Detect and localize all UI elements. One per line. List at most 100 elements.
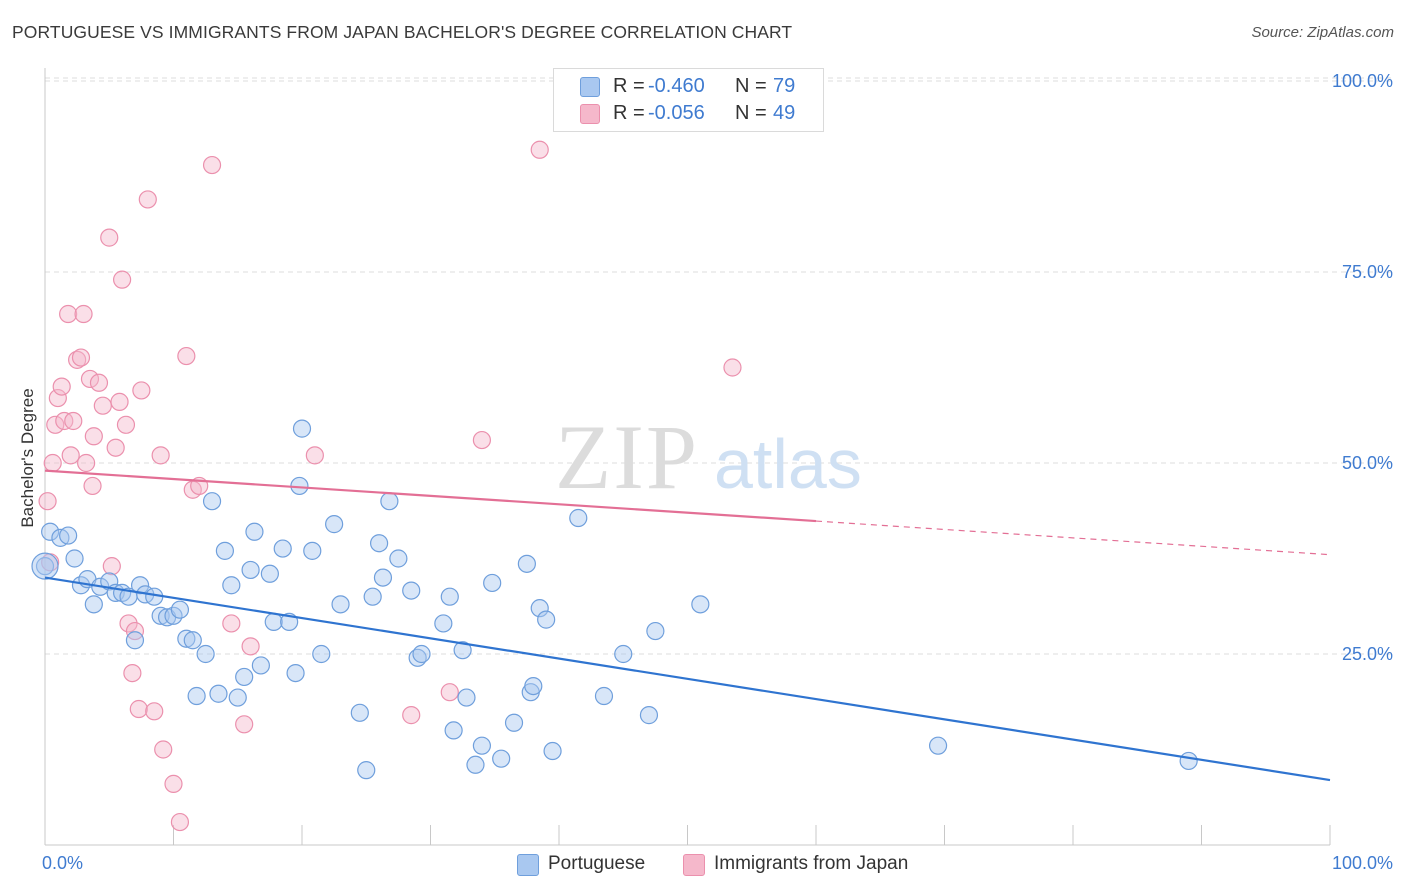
correlation-legend: R = -0.460 N = 79 R = -0.056 N = 49 [553,68,824,132]
japan-point [177,346,196,366]
y-tick-label: 50.0% [1342,453,1393,473]
japan-point [102,557,121,576]
portuguese-point [331,595,350,614]
portuguese-point [222,576,241,595]
portuguese-point [170,600,190,619]
japan-point [59,304,78,324]
portuguese-point [350,703,369,722]
japan-point [125,621,145,641]
portuguese-point [312,644,331,664]
portuguese-point [241,560,260,580]
portuguese-point [373,568,393,587]
portuguese-point [264,612,283,632]
zipatlas-watermark: ZIP atlas [555,406,862,508]
tick-labels: 25.0% 50.0% 75.0% 100.0% 0.0% 100.0% [42,71,1393,873]
japan-point [202,155,222,175]
portuguese-point [357,761,376,780]
japan-point [77,453,96,473]
japan-point [110,392,129,411]
source-label: Source: ZipAtlas.com [1251,24,1394,41]
legend-r-value: -0.056 [648,102,705,124]
portuguese-point [84,595,103,614]
japan-point [164,774,183,793]
portuguese-point [370,534,389,553]
japan-point [119,614,138,633]
chart-title: PORTUGUESE VS IMMIGRANTS FROM JAPAN BACH… [12,22,793,42]
japan-point [116,415,136,434]
japan-point [38,492,57,511]
japan-point [123,663,142,683]
portuguese-point [251,656,270,675]
portuguese-point [325,515,344,534]
portuguese-point [1179,751,1198,771]
portuguese-point [594,686,614,706]
portuguese-point [100,572,119,591]
portuguese-point [177,629,196,648]
portuguese-point [303,541,322,560]
japan-point [530,140,549,159]
portuguese-point [928,736,948,755]
portuguese-point [412,644,431,664]
portuguese-point [260,564,279,583]
portuguese-point [466,755,485,774]
portuguese-cluster-point [31,552,59,580]
japan-point [138,190,157,209]
legend-n-label: N = [735,102,767,124]
japan-point [46,415,65,434]
legend-n-label: N = [735,75,767,97]
japan-point [71,348,91,367]
y-tick-label: 100.0% [1332,71,1393,91]
portuguese-point [183,631,202,650]
japan-point [93,396,112,415]
japan-point [723,358,742,377]
japan-point [241,637,260,656]
portuguese-point [380,492,399,511]
legend-swatch-portuguese [580,77,600,97]
japan-point [145,702,164,721]
portuguese-point [65,549,84,568]
portuguese-point [453,641,472,660]
japan-point [61,446,80,465]
axes [44,68,1331,846]
japan-point [472,430,491,450]
portuguese-point [363,587,382,606]
portuguese-point [151,606,170,625]
portuguese-point [517,554,536,573]
portuguese-point [691,595,710,614]
legend-n-value: 79 [773,75,796,97]
portuguese-point [524,676,543,696]
japan-point [402,706,421,725]
japan-point [74,304,93,324]
portuguese-point [125,631,145,650]
portuguese-point [444,721,463,740]
portuguese-point [530,599,549,618]
japan-point [235,715,254,734]
trend-lines [44,469,1331,782]
japan-point [129,699,148,719]
legend-r-value: -0.460 [648,75,705,97]
japan-point [80,369,100,389]
japan-point [132,381,151,400]
legend-r-label: R = [613,75,645,97]
portuguese-point [286,663,305,683]
y-tick-label: 75.0% [1342,262,1393,282]
portuguese-point [614,644,633,664]
portuguese-point [646,621,665,641]
japan-point [151,446,170,465]
portuguese-point [196,644,215,664]
portuguese-points [31,419,1198,780]
japan-point [154,740,173,759]
portuguese-point [273,539,292,558]
x-tick-label: 100.0% [1332,853,1393,873]
portuguese-point [504,713,524,732]
portuguese-point [537,610,556,629]
legend-n-value: 49 [773,102,796,124]
portuguese-trend-line [44,576,1331,782]
portuguese-point [543,741,562,761]
japan-trend-line [44,469,817,523]
portuguese-point [209,684,228,703]
japan-point [440,683,459,702]
portuguese-point [569,508,588,528]
japan-point [83,476,102,496]
